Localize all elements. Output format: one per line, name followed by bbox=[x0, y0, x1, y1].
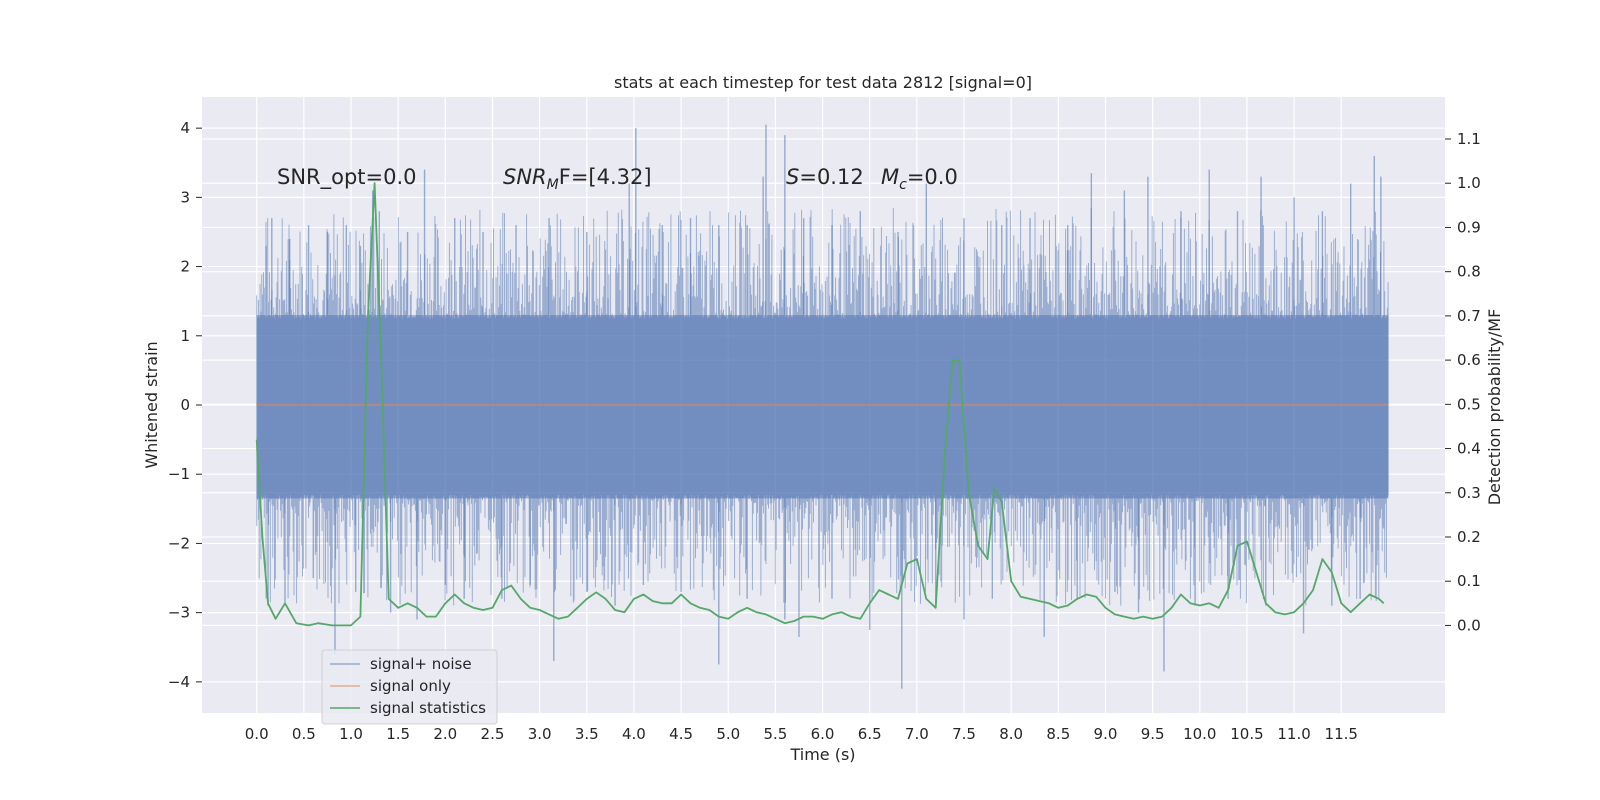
y-axis-right-ticks: 1.1 1.0 0.9 0.8 0.7 0.6 0.5 0.4 0.3 0.2 0.1 0.0 bbox=[1445, 130, 1481, 634]
x-tick-label: 5.0 bbox=[716, 725, 740, 743]
annotation-s: S=0.12 bbox=[786, 165, 864, 189]
annotation-snr-mf: SNRMF=[4.32] bbox=[503, 165, 652, 193]
y-tick-label-left: 2 bbox=[180, 258, 190, 276]
y-tick-label-left: 3 bbox=[180, 188, 190, 206]
y-tick-label-left: −1 bbox=[168, 465, 190, 483]
annotation-snr-opt: SNR_opt=0.0 bbox=[277, 165, 417, 190]
x-tick-label: 2.0 bbox=[433, 725, 457, 743]
x-tick-label: 1.5 bbox=[386, 725, 410, 743]
y-tick-label-left: 0 bbox=[180, 396, 190, 414]
signal-statistics-line bbox=[255, 182, 1385, 627]
x-tick-label: 9.5 bbox=[1141, 725, 1165, 743]
annotation-snr-mf-rest: F=[4.32] bbox=[559, 165, 652, 189]
y-tick-label-left: −2 bbox=[168, 534, 190, 552]
y-tick-label-right: 1.0 bbox=[1457, 174, 1481, 192]
x-tick-label: 4.0 bbox=[622, 725, 646, 743]
x-tick-label: 11.0 bbox=[1277, 725, 1310, 743]
x-tick-label: 5.5 bbox=[763, 725, 787, 743]
y-tick-label-right: 0.8 bbox=[1457, 263, 1481, 281]
x-tick-label: 8.0 bbox=[999, 725, 1023, 743]
annotation-snr-mf-main: SNR bbox=[503, 165, 547, 189]
x-tick-label: 4.5 bbox=[669, 725, 693, 743]
x-tick-label: 10.5 bbox=[1230, 725, 1263, 743]
annotation-mc-sub: c bbox=[899, 177, 907, 193]
series-signal-noise bbox=[256, 124, 1389, 689]
x-tick-label: 9.0 bbox=[1094, 725, 1118, 743]
x-tick-label: 2.5 bbox=[481, 725, 505, 743]
y-tick-label-right: 0.1 bbox=[1457, 572, 1481, 590]
legend-box bbox=[321, 649, 498, 725]
y-tick-label-right: 0.9 bbox=[1457, 218, 1481, 236]
y-tick-label-right: 0.7 bbox=[1457, 307, 1481, 325]
x-tick-label: 6.5 bbox=[858, 725, 882, 743]
noise-trace bbox=[256, 208, 1389, 606]
y-tick-label-right: 0.0 bbox=[1457, 616, 1481, 634]
y-tick-label-left: −4 bbox=[168, 673, 190, 691]
annotation-snr-mf-sub: M bbox=[547, 177, 559, 193]
x-tick-label: 0.5 bbox=[292, 725, 316, 743]
x-tick-label: 0.0 bbox=[245, 725, 269, 743]
x-tick-label: 3.0 bbox=[528, 725, 552, 743]
y-tick-label-right: 0.3 bbox=[1457, 484, 1481, 502]
y-axis-left-ticks: 4 3 2 1 0 −1 −2 −3 −4 bbox=[168, 119, 202, 691]
x-tick-label: 8.5 bbox=[1046, 725, 1070, 743]
x-tick-label: 1.0 bbox=[339, 725, 363, 743]
annotations: SNR_opt=0.0 SNRMF=[4.32] S=0.12 Mc=0.0 bbox=[277, 165, 958, 193]
y-tick-label-right: 0.5 bbox=[1457, 395, 1481, 413]
x-tick-label: 7.5 bbox=[952, 725, 976, 743]
y-tick-label-right: 0.2 bbox=[1457, 528, 1481, 546]
x-tick-label: 6.0 bbox=[811, 725, 835, 743]
y-tick-label-left: −3 bbox=[168, 604, 190, 622]
annotation-mc-rest: =0.0 bbox=[907, 165, 958, 189]
x-tick-label: 7.0 bbox=[905, 725, 929, 743]
y-tick-label-left: 4 bbox=[180, 119, 190, 137]
x-tick-label: 3.5 bbox=[575, 725, 599, 743]
chart-title: stats at each timestep for test data 281… bbox=[614, 73, 1032, 92]
legend-label-signal-noise: signal+ noise bbox=[370, 655, 472, 673]
legend-label-signal-only: signal only bbox=[370, 677, 451, 695]
y-tick-label-left: 1 bbox=[180, 327, 190, 345]
annotation-s-var: S bbox=[786, 165, 799, 189]
x-tick-label: 11.5 bbox=[1325, 725, 1358, 743]
annotation-mc: Mc=0.0 bbox=[881, 165, 958, 193]
y-tick-label-right: 1.1 bbox=[1457, 130, 1481, 148]
annotation-mc-var: M bbox=[881, 165, 899, 189]
y-axis-label-left: Whitened strain bbox=[142, 341, 161, 468]
x-axis-label: Time (s) bbox=[789, 745, 855, 764]
legend: signal+ noise signal only signal statist… bbox=[321, 649, 498, 725]
annotation-s-rest: =0.12 bbox=[799, 165, 863, 189]
y-tick-label-right: 0.4 bbox=[1457, 440, 1481, 458]
series-signal-statistics bbox=[255, 182, 1385, 627]
y-axis-label-right: Detection probability/MF bbox=[1485, 309, 1504, 506]
x-axis-ticks: 0.0 0.5 1.0 1.5 2.0 2.5 3.0 3.5 4.0 4.5 5.0 5.5 6.0 6… bbox=[245, 725, 1358, 743]
legend-label-signal-statistics: signal statistics bbox=[370, 699, 486, 717]
x-tick-label: 10.0 bbox=[1183, 725, 1216, 743]
y-tick-label-right: 0.6 bbox=[1457, 351, 1481, 369]
